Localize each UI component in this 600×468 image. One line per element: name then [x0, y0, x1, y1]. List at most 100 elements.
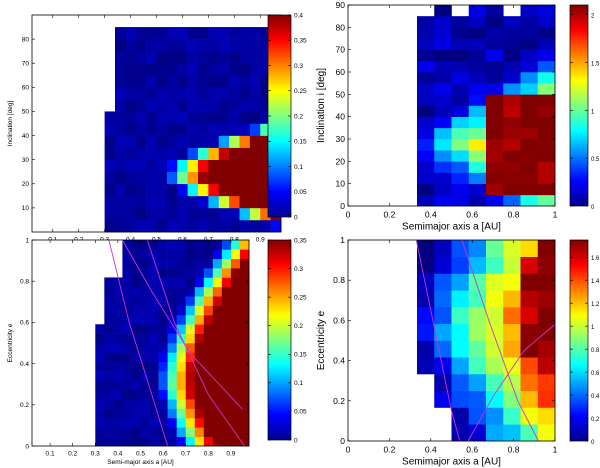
heatmap-cell — [417, 38, 435, 50]
heatmap-cell — [149, 371, 159, 381]
heatmap-cell — [520, 105, 539, 117]
heatmap-cell — [113, 305, 123, 316]
heatmap-cell — [520, 256, 539, 274]
heatmap-cell — [156, 207, 168, 221]
y-tick-label: 1 — [25, 237, 29, 244]
heatmap-cell — [503, 307, 521, 325]
heatmap-cell — [176, 408, 187, 419]
heatmap-cell — [167, 268, 177, 278]
heatmap-cell — [434, 290, 452, 308]
heatmap-cell — [122, 240, 132, 250]
heatmap-cell — [185, 343, 196, 353]
heatmap-cell — [230, 436, 241, 447]
colorbar-tick-label: 1.5 — [591, 61, 600, 67]
heatmap-cell — [208, 183, 220, 197]
heatmap-cell — [95, 399, 105, 409]
colorbar-tick-label: 0.25 — [294, 294, 307, 301]
heatmap-cell — [434, 27, 452, 39]
heatmap-cell — [135, 51, 147, 64]
heatmap-cell — [486, 139, 504, 151]
heatmap-cell — [486, 183, 504, 196]
heatmap-cell — [146, 63, 157, 76]
x-tick-label: 0.2 — [68, 451, 77, 458]
heatmap-cell — [218, 183, 230, 197]
heatmap-cell — [486, 105, 504, 117]
heatmap-cell — [176, 343, 187, 353]
heatmap-cell — [194, 408, 205, 419]
heatmap-cell — [194, 399, 205, 409]
heatmap-cell — [177, 135, 188, 148]
heatmap-cell — [158, 324, 168, 334]
y-tick-label: 70 — [22, 60, 30, 67]
x-tick-label: 0.4 — [425, 210, 437, 220]
heatmap-cell — [537, 150, 556, 162]
colorbar-tick-label: 0.2 — [294, 113, 303, 120]
y-tick-label: 0.8 — [20, 278, 29, 285]
heatmap-cell — [135, 207, 147, 221]
heatmap-cell — [451, 290, 470, 308]
heatmap-cell — [218, 195, 230, 209]
y-tick-label: 70 — [336, 45, 346, 55]
heatmap-cell — [249, 27, 261, 40]
heatmap-cell — [187, 195, 199, 209]
heatmap-cell — [503, 150, 521, 162]
heatmap-cell — [221, 417, 232, 428]
heatmap-cell — [537, 273, 556, 291]
heatmap-cell — [229, 99, 240, 112]
heatmap-cell — [140, 399, 150, 409]
heatmap-cell — [95, 417, 105, 428]
heatmap-cell — [203, 343, 214, 353]
heatmap-cell — [167, 249, 177, 260]
heatmap-cell — [187, 111, 199, 124]
heatmap-cell — [221, 361, 232, 372]
colorbar-tick-label: 2 — [591, 14, 595, 20]
heatmap-cell — [417, 150, 435, 162]
heatmap-cell — [177, 219, 188, 233]
heatmap-cell — [187, 123, 199, 136]
colorbar-tick-label: 0.15 — [294, 352, 307, 359]
heatmap-cell — [113, 399, 123, 409]
heatmap-cell — [537, 72, 556, 84]
heatmap-cell — [176, 305, 187, 316]
heatmap-cell — [218, 27, 230, 40]
heatmap-cell — [520, 307, 539, 325]
heatmap-cell — [113, 343, 123, 353]
heatmap-cell — [239, 286, 250, 297]
heatmap-cell — [417, 307, 435, 325]
heatmap-cell — [167, 417, 177, 428]
heatmap-cell — [434, 60, 452, 73]
heatmap-cell — [158, 380, 168, 391]
heatmap-cell — [451, 127, 470, 140]
heatmap-cell — [417, 60, 435, 73]
heatmap-cell — [221, 286, 232, 297]
heatmap-cell — [203, 371, 214, 381]
heatmap-cell — [208, 27, 220, 40]
colorbar-tick-label: 0 — [294, 214, 298, 221]
heatmap-cell — [212, 380, 223, 391]
heatmap-cell — [149, 296, 159, 306]
heatmap-cell — [104, 296, 114, 306]
heatmap-cell — [260, 135, 271, 148]
heatmap-cell — [185, 324, 196, 334]
heatmap-cell — [503, 72, 521, 84]
y-tick-label: 0.4 — [20, 361, 29, 368]
heatmap-cell — [149, 240, 159, 250]
heatmap-cell — [486, 94, 504, 106]
heatmap-cell — [239, 258, 250, 269]
heatmap-cell — [239, 111, 251, 124]
heatmap-cell — [177, 171, 188, 185]
heatmap-cell — [417, 183, 435, 196]
heatmap-cell — [166, 135, 178, 148]
heatmap-cell — [187, 159, 199, 173]
heatmap-cell — [176, 399, 187, 409]
heatmap-cell — [166, 63, 178, 76]
heatmap-cell — [537, 390, 556, 408]
heatmap-cell — [239, 39, 251, 52]
heatmap-cell — [230, 305, 241, 316]
colorbar-tick-label: 0.4 — [591, 394, 600, 400]
heatmap-cell — [520, 407, 539, 425]
heatmap-cell — [149, 408, 159, 419]
heatmap-cell — [203, 417, 214, 428]
heatmap-cell — [434, 390, 452, 408]
heatmap-cell — [104, 427, 114, 437]
